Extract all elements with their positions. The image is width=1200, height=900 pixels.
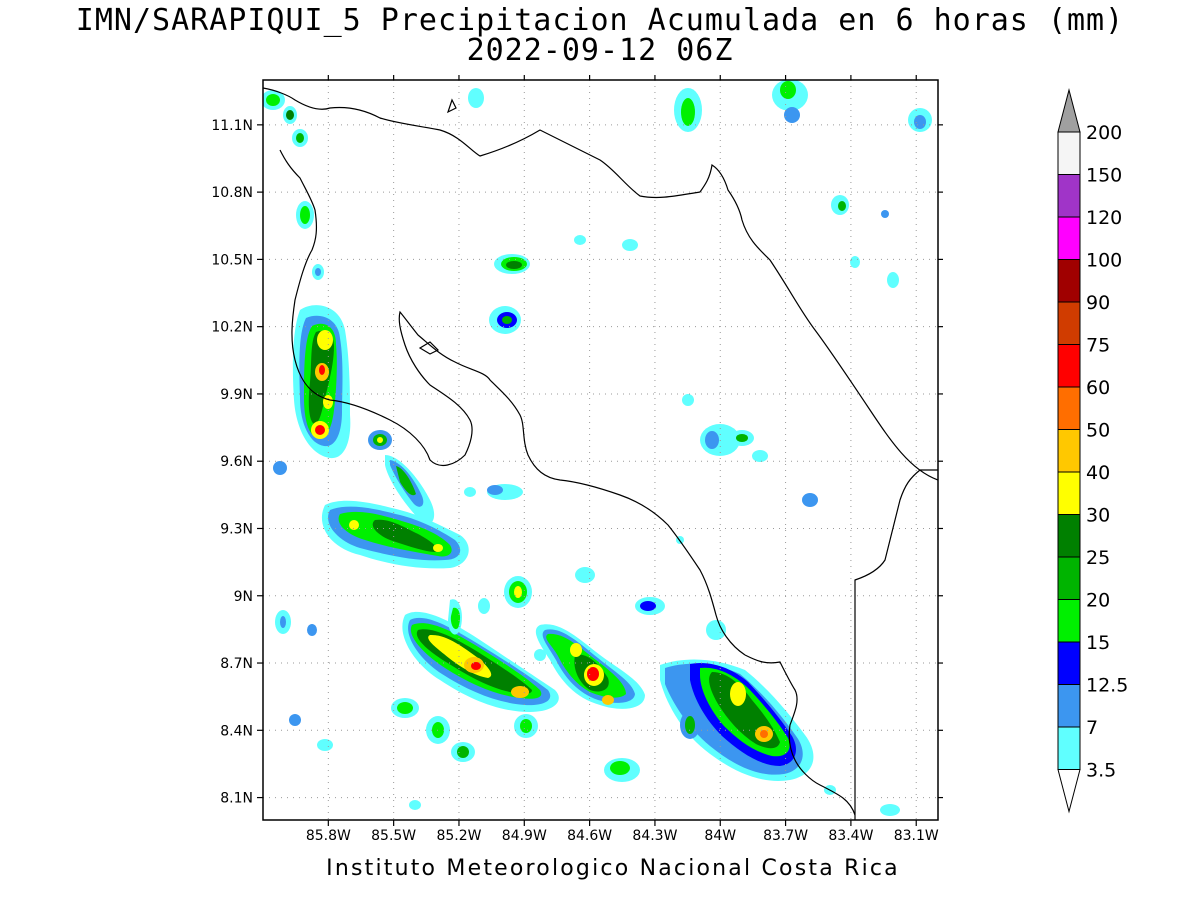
colorbar-label: 30 bbox=[1086, 505, 1110, 527]
colorbar-swatch bbox=[1057, 684, 1081, 728]
coastlines bbox=[263, 87, 938, 820]
colorbar-label: 12.5 bbox=[1086, 675, 1128, 697]
y-tick-label: 10.2N bbox=[211, 320, 253, 336]
y-tick-label: 8.4N bbox=[220, 723, 253, 739]
colorbar-label: 120 bbox=[1086, 207, 1122, 229]
colorbar-top-arrow bbox=[1057, 88, 1081, 133]
colorbar-label: 7 bbox=[1086, 717, 1098, 739]
colorbar-label: 150 bbox=[1086, 165, 1122, 187]
precip-cluster-south-pacific bbox=[402, 599, 559, 712]
precip-cluster-osa bbox=[535, 624, 645, 709]
map-gridlines bbox=[263, 80, 938, 820]
x-tick-label: 85.5W bbox=[371, 828, 416, 844]
y-tick-label: 9N bbox=[234, 589, 253, 605]
colorbar-label: 200 bbox=[1086, 122, 1122, 144]
x-tick-label: 85.2W bbox=[436, 828, 481, 844]
colorbar-label: 40 bbox=[1086, 462, 1110, 484]
colorbar-label: 90 bbox=[1086, 292, 1110, 314]
colorbar-label: 60 bbox=[1086, 377, 1110, 399]
colorbar-swatch bbox=[1057, 386, 1081, 430]
precip-scattered-cells bbox=[263, 80, 932, 816]
colorbar-swatch bbox=[1057, 641, 1081, 685]
colorbar-swatch bbox=[1057, 556, 1081, 600]
colorbar-label: 100 bbox=[1086, 250, 1122, 272]
colorbar-swatch bbox=[1057, 514, 1081, 558]
colorbar-label: 50 bbox=[1086, 420, 1110, 442]
colorbar-swatch bbox=[1057, 131, 1081, 175]
x-tick-label: 84.9W bbox=[502, 828, 547, 844]
plot-frame bbox=[262, 79, 939, 821]
precip-cluster-southeast bbox=[660, 659, 814, 781]
y-tick-label: 9.6N bbox=[220, 454, 253, 470]
colorbar-swatch bbox=[1057, 259, 1081, 303]
x-tick-label: 84W bbox=[704, 828, 736, 844]
x-tick-label: 85.8W bbox=[306, 828, 351, 844]
y-tick-label: 10.8N bbox=[211, 185, 253, 201]
colorbar-bottom-arrow bbox=[1057, 769, 1081, 814]
map-datetime: 2022-09-12 06Z bbox=[466, 33, 734, 68]
colorbar: 200 150 120 100 90 75 60 50 40 30 25 20 15 12.5 7 3.5 bbox=[1057, 88, 1128, 814]
precip-cluster-nicoya bbox=[292, 305, 351, 459]
colorbar-swatch bbox=[1057, 344, 1081, 388]
x-tick-label: 84.6W bbox=[567, 828, 612, 844]
precipitation-field bbox=[263, 80, 932, 816]
x-tick-label: 83.4W bbox=[828, 828, 873, 844]
colorbar-swatch bbox=[1057, 301, 1081, 345]
colorbar-swatch bbox=[1057, 174, 1081, 218]
credit-text: Instituto Meteorologico Nacional Costa R… bbox=[326, 856, 900, 881]
colorbar-label: 25 bbox=[1086, 547, 1110, 569]
colorbar-label: 75 bbox=[1086, 335, 1110, 357]
colorbar-label: 20 bbox=[1086, 590, 1110, 612]
precip-cluster-central-pacific bbox=[321, 430, 469, 569]
colorbar-label: 15 bbox=[1086, 632, 1110, 654]
y-tick-label: 9.9N bbox=[220, 387, 253, 403]
x-tick-label: 83.7W bbox=[763, 828, 808, 844]
colorbar-label: 3.5 bbox=[1086, 760, 1116, 782]
x-tick-label: 84.3W bbox=[632, 828, 677, 844]
y-tick-label: 8.1N bbox=[220, 791, 253, 807]
map-title: IMN/SARAPIQUI_5 Precipitacion Acumulada … bbox=[75, 3, 1125, 38]
y-tick-label: 10.5N bbox=[211, 252, 253, 268]
colorbar-swatch bbox=[1057, 429, 1081, 473]
colorbar-swatch bbox=[1057, 726, 1081, 770]
y-tick-label: 9.3N bbox=[220, 521, 253, 537]
y-tick-label: 8.7N bbox=[220, 656, 253, 672]
colorbar-swatch bbox=[1057, 599, 1081, 643]
axis-ticks: 85.8W 85.5W 85.2W 84.9W 84.6W 84.3W 84W 83.7W 83… bbox=[211, 75, 943, 844]
colorbar-swatch bbox=[1057, 216, 1081, 260]
x-tick-label: 83.1W bbox=[894, 828, 939, 844]
colorbar-swatch bbox=[1057, 471, 1081, 515]
y-tick-label: 11.1N bbox=[211, 118, 253, 134]
